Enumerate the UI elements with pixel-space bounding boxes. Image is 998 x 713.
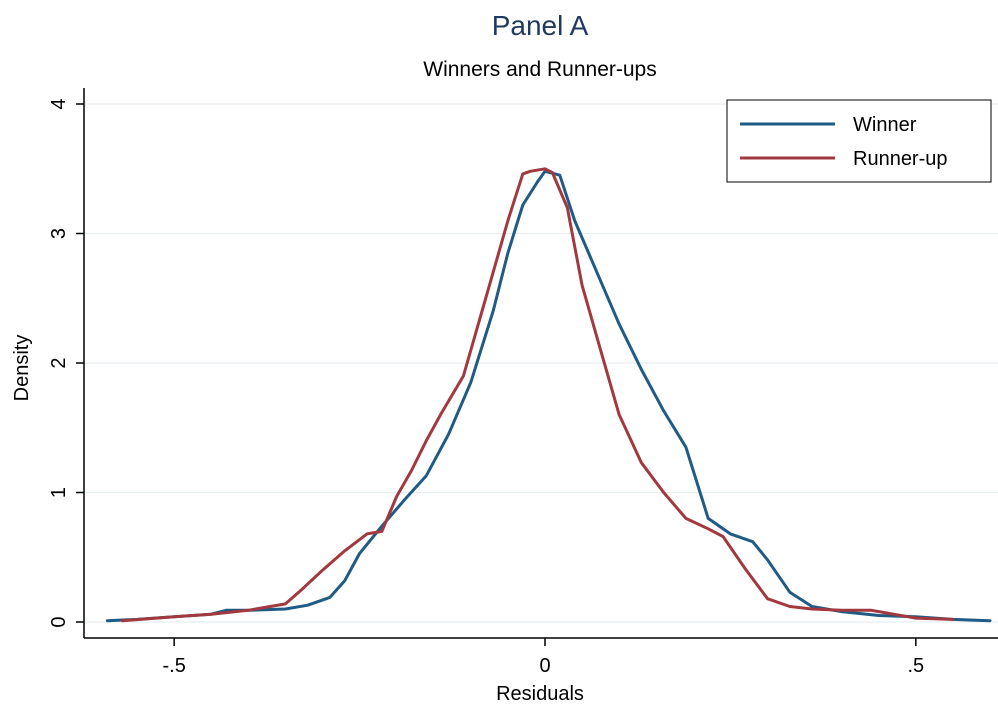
legend: Winner Runner-up bbox=[726, 99, 992, 183]
series-layer bbox=[105, 167, 992, 623]
y-tick-label-2: 2 bbox=[48, 357, 70, 368]
series-line-winner bbox=[105, 169, 992, 623]
y-tick-label-1: 1 bbox=[48, 487, 70, 498]
series-line-runner-up bbox=[120, 167, 955, 623]
y-tick-label-0: 0 bbox=[48, 616, 70, 627]
grid-lines bbox=[84, 103, 998, 623]
x-axis-label: Residuals bbox=[496, 683, 584, 705]
axes: 0 1 2 3 4 -.5 0 .5 bbox=[48, 88, 998, 677]
y-tick-label-3: 3 bbox=[48, 228, 70, 239]
legend-label-winner: Winner bbox=[853, 114, 917, 136]
y-tick-label-4: 4 bbox=[48, 98, 70, 109]
legend-label-runner-up: Runner-up bbox=[853, 148, 948, 170]
chart-title: Panel A bbox=[492, 10, 589, 41]
x-tick-label-1: 0 bbox=[539, 655, 550, 677]
x-tick-label-0: -.5 bbox=[162, 655, 185, 677]
x-tick-label-2: .5 bbox=[907, 655, 924, 677]
y-axis-label: Density bbox=[11, 335, 33, 402]
chart-subtitle: Winners and Runner-ups bbox=[423, 58, 656, 81]
legend-box bbox=[726, 99, 992, 183]
